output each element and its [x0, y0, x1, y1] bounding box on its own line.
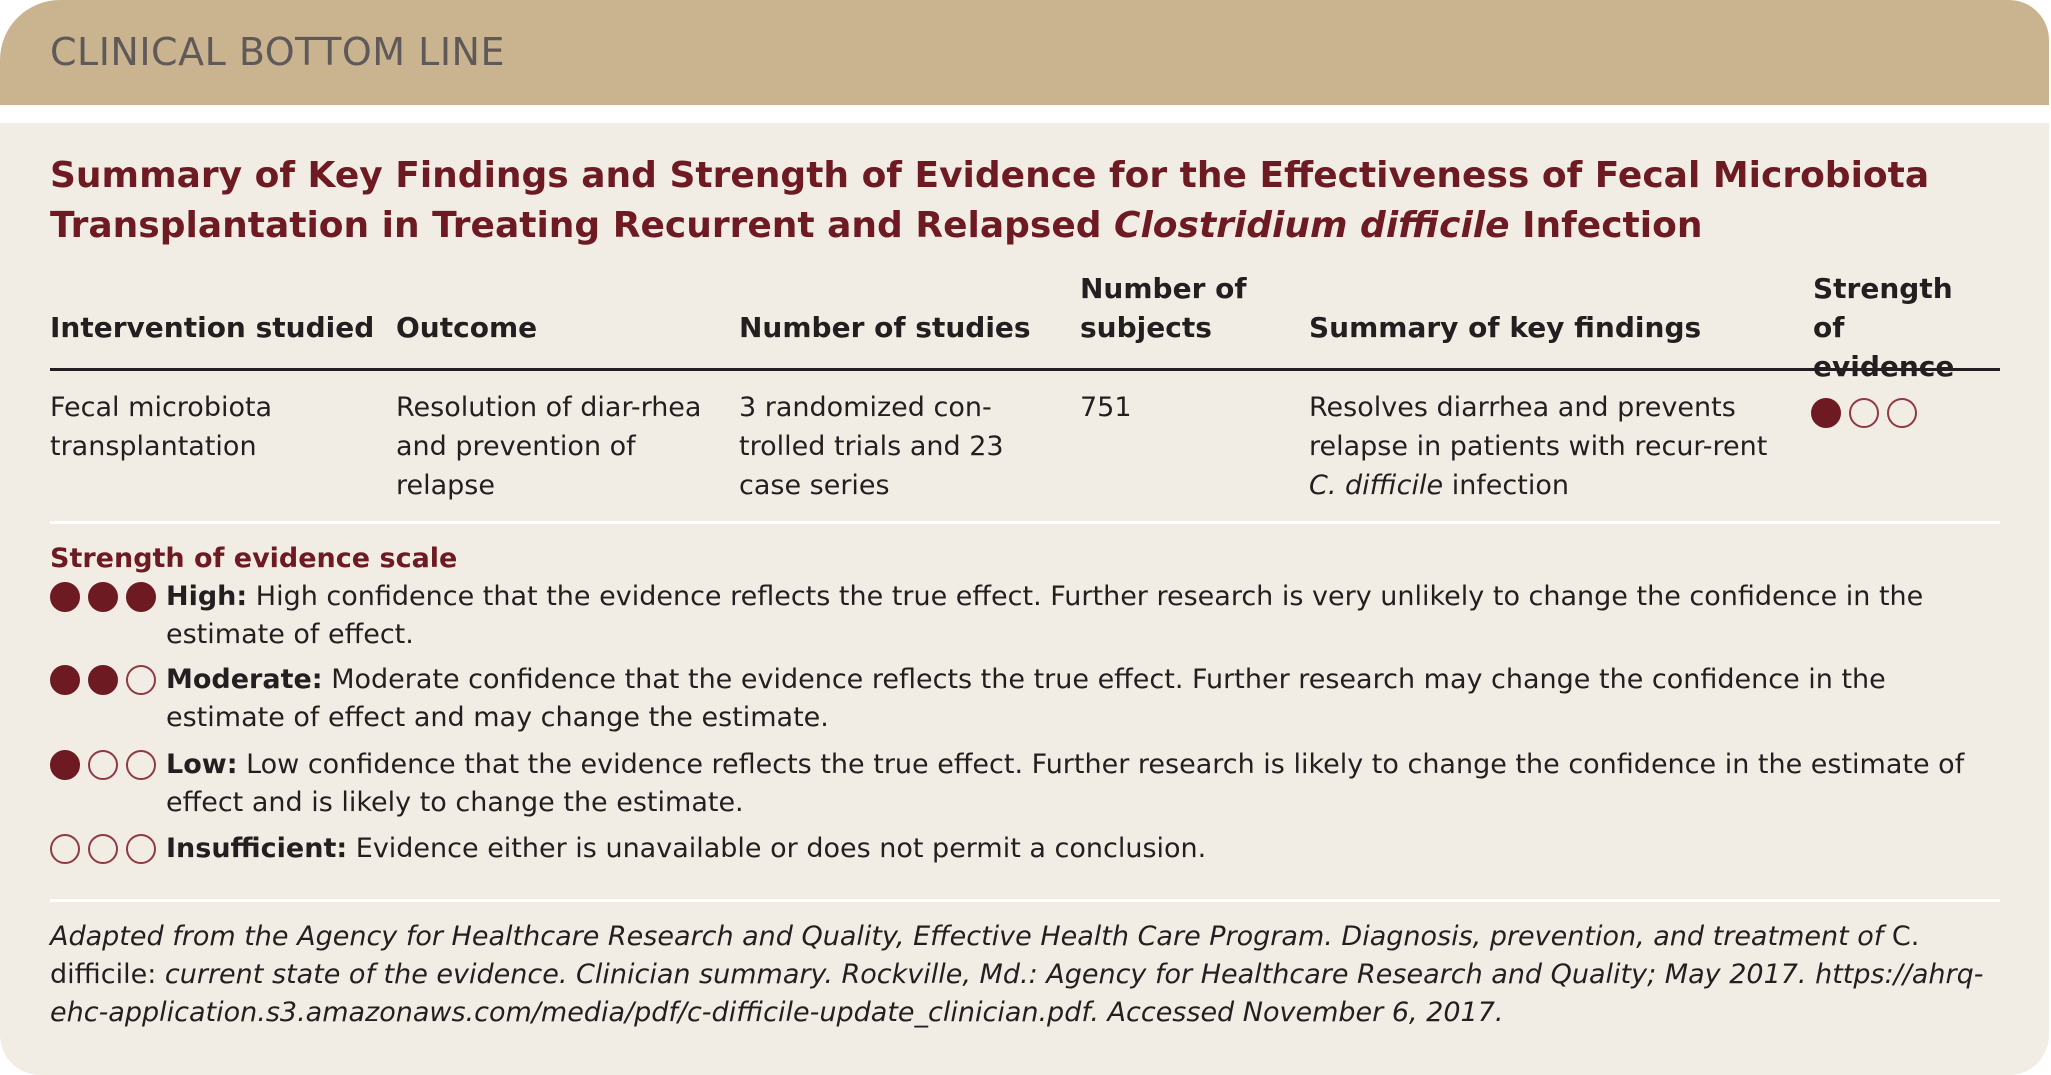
filled-circle-icon	[88, 665, 118, 695]
header-outcome: Outcome	[396, 311, 538, 344]
scale-rating	[50, 834, 156, 864]
table-title: Summary of Key Findings and Strength of …	[50, 151, 2010, 251]
scale-label: Insufficient:	[166, 833, 348, 864]
scale-rating	[50, 750, 156, 780]
scale-item: Low: Low confidence that the evidence re…	[50, 746, 2000, 822]
source-upright: C. difficile:	[50, 921, 1920, 990]
cell-studies: 3 randomized con-trolled trials and 23 c…	[739, 392, 1004, 501]
filled-circle-icon	[88, 582, 118, 612]
header-strength: Strength of evidence	[1813, 272, 1955, 383]
filled-circle-icon	[1811, 397, 1841, 428]
cell-findings: Resolves diarrhea and prevents relapse i…	[1309, 388, 1779, 505]
source-text: Adapted from the Agency for Healthcare R…	[50, 921, 1892, 952]
title-text: Summary of Key Findings and Strength of …	[50, 155, 1930, 246]
scale-description: Insufficient: Evidence either is unavail…	[166, 830, 2000, 868]
scale-description: Low: Low confidence that the evidence re…	[166, 746, 2000, 822]
filled-circle-icon	[50, 665, 80, 695]
row-rule	[50, 521, 2000, 524]
empty-circle-icon	[1849, 397, 1879, 428]
scale-text: High confidence that the evidence reflec…	[166, 581, 1924, 650]
scale-item: Moderate: Moderate confidence that the e…	[50, 661, 2000, 737]
empty-circle-icon	[88, 834, 118, 864]
scale-text: Low confidence that the evidence reflect…	[166, 749, 1965, 818]
source-text-end: current state of the evidence. Clinician…	[50, 959, 1984, 1028]
empty-circle-icon	[126, 834, 156, 864]
title-italic: Clostridium difficile	[1114, 205, 1510, 246]
scale-rating	[50, 665, 156, 695]
strength-rating	[1811, 397, 1917, 428]
banner-title: CLINICAL BOTTOM LINE	[50, 30, 505, 74]
empty-circle-icon	[126, 750, 156, 780]
header-studies: Number of studies	[739, 311, 1031, 344]
scale-title: Strength of evidence scale	[50, 543, 458, 574]
findings-text: Resolves diarrhea and prevents relapse i…	[1309, 392, 1768, 462]
scale-description: High: High confidence that the evidence …	[166, 578, 2000, 654]
header-findings: Summary of key findings	[1309, 311, 1702, 344]
scale-item: Insufficient: Evidence either is unavail…	[50, 830, 2000, 868]
empty-circle-icon	[126, 665, 156, 695]
scale-label: Moderate:	[166, 664, 323, 695]
cell-outcome: Resolution of diar-rhea and prevention o…	[396, 392, 702, 501]
banner: CLINICAL BOTTOM LINE	[0, 0, 2049, 105]
content-panel: Summary of Key Findings and Strength of …	[0, 123, 2049, 1075]
empty-circle-icon	[1887, 397, 1917, 428]
header-intervention: Intervention studied	[50, 311, 375, 344]
cell-strength	[1811, 392, 1917, 431]
scale-label: Low:	[166, 749, 238, 780]
header-rule	[50, 368, 2000, 371]
title-text-end: Infection	[1509, 205, 1703, 246]
header-subjects: Number of subjects	[1080, 272, 1247, 344]
scale-text: Moderate confidence that the evidence re…	[166, 664, 1886, 733]
scale-description: Moderate: Moderate confidence that the e…	[166, 661, 2000, 737]
findings-italic: C. difficile	[1309, 470, 1444, 501]
filled-circle-icon	[126, 582, 156, 612]
scale-item: High: High confidence that the evidence …	[50, 578, 2000, 654]
findings-text-end: infection	[1443, 470, 1569, 501]
scale-text: Evidence either is unavailable or does n…	[347, 833, 1207, 864]
cell-intervention: Fecal microbiota transplantation	[50, 392, 273, 462]
source-note: Adapted from the Agency for Healthcare R…	[50, 918, 2000, 1032]
scale-label: High:	[166, 581, 248, 612]
footer-rule	[50, 899, 2000, 902]
scale-rating	[50, 582, 156, 612]
filled-circle-icon	[50, 750, 80, 780]
empty-circle-icon	[88, 750, 118, 780]
cell-subjects: 751	[1080, 392, 1132, 423]
filled-circle-icon	[50, 582, 80, 612]
empty-circle-icon	[50, 834, 80, 864]
